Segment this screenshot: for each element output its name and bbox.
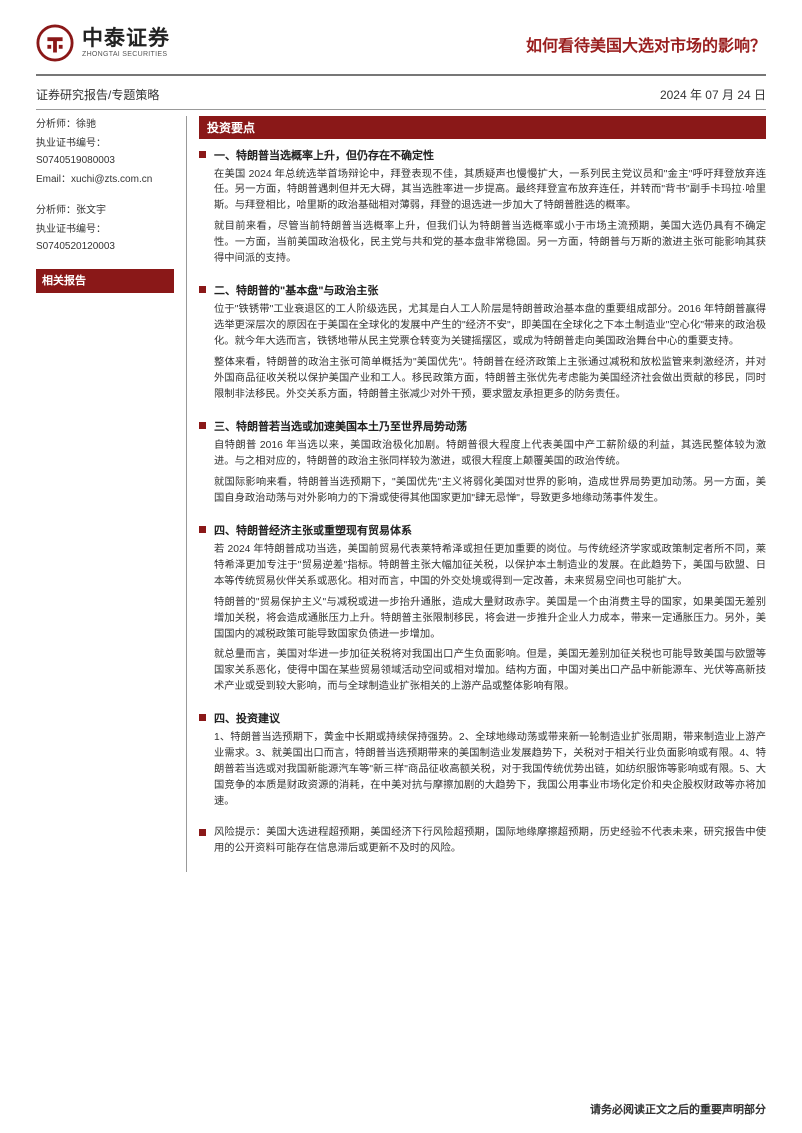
section-title: 三、特朗普若当选或加速美国本土乃至世界局势动荡 bbox=[214, 418, 766, 434]
left-column: 分析师：徐驰 执业证书编号：S0740519080003 Email：xuchi… bbox=[36, 116, 186, 873]
section-title: 一、特朗普当选概率上升，但仍存在不确定性 bbox=[214, 147, 766, 163]
bullet-icon bbox=[199, 286, 206, 293]
footer-disclaimer: 请务必阅读正文之后的重要声明部分 bbox=[590, 1101, 766, 1117]
section-body: 一、特朗普当选概率上升，但仍存在不确定性在美国 2024 年总统选举首场辩论中，… bbox=[214, 147, 766, 273]
section: 一、特朗普当选概率上升，但仍存在不确定性在美国 2024 年总统选举首场辩论中，… bbox=[199, 147, 766, 273]
section-body: 四、特朗普经济主张或重塑现有贸易体系若 2024 年特朗普成功当选，美国前贸易代… bbox=[214, 522, 766, 701]
section-title: 四、特朗普经济主张或重塑现有贸易体系 bbox=[214, 522, 766, 538]
paragraph: 就国际影响来看，特朗普当选预期下，"美国优先"主义将弱化美国对世界的影响，造成世… bbox=[214, 475, 766, 507]
analyst-name: 分析师：徐驰 bbox=[36, 116, 174, 133]
header-rule bbox=[36, 74, 766, 76]
analyst-cert: 执业证书编号：S0740520120003 bbox=[36, 221, 174, 255]
report-date: 2024 年 07 月 24 日 bbox=[660, 86, 766, 103]
investment-points-header: 投资要点 bbox=[199, 116, 766, 139]
analyst-name: 分析师：张文宇 bbox=[36, 202, 174, 219]
paragraph: 就总量而言，美国对华进一步加征关税将对我国出口产生负面影响。但是，美国无差别加征… bbox=[214, 647, 766, 695]
page-container: 中泰证券 ZHONGTAI SECURITIES 如何看待美国大选对市场的影响？… bbox=[0, 0, 802, 1133]
section: 二、特朗普的"基本盘"与政治主张位于"铁锈带"工业衰退区的工人阶级选民，尤其是白… bbox=[199, 282, 766, 408]
section-body: 三、特朗普若当选或加速美国本土乃至世界局势动荡自特朗普 2016 年当选以来，美… bbox=[214, 418, 766, 512]
section: 风险提示：美国大选进程超预期，美国经济下行风险超预期，国际地缘摩擦超预期，历史经… bbox=[199, 825, 766, 862]
report-category: 证券研究报告/专题策略 bbox=[36, 86, 159, 103]
section-title: 二、特朗普的"基本盘"与政治主张 bbox=[214, 282, 766, 298]
paragraph: 位于"铁锈带"工业衰退区的工人阶级选民，尤其是白人工人阶层是特朗普政治基本盘的重… bbox=[214, 302, 766, 350]
section-body: 二、特朗普的"基本盘"与政治主张位于"铁锈带"工业衰退区的工人阶级选民，尤其是白… bbox=[214, 282, 766, 408]
paragraph: 在美国 2024 年总统选举首场辩论中，拜登表现不佳，其质疑声也慢慢扩大，一系列… bbox=[214, 167, 766, 215]
paragraph: 就目前来看，尽管当前特朗普当选概率上升，但我们认为特朗普当选概率或小于市场主流预… bbox=[214, 219, 766, 267]
bullet-icon bbox=[199, 151, 206, 158]
logo-english: ZHONGTAI SECURITIES bbox=[82, 51, 170, 58]
subheader-row: 证券研究报告/专题策略 2024 年 07 月 24 日 bbox=[36, 82, 766, 109]
section-title: 四、投资建议 bbox=[214, 710, 766, 726]
right-column: 投资要点 一、特朗普当选概率上升，但仍存在不确定性在美国 2024 年总统选举首… bbox=[186, 116, 766, 873]
company-logo-icon bbox=[36, 24, 74, 62]
section-body: 四、投资建议 1、特朗普当选预期下，黄金中长期或持续保持强势。2、全球地缘动荡或带… bbox=[214, 710, 766, 815]
bullet-icon bbox=[199, 526, 206, 533]
logo-text-block: 中泰证券 ZHONGTAI SECURITIES bbox=[82, 28, 170, 58]
section: 三、特朗普若当选或加速美国本土乃至世界局势动荡自特朗普 2016 年当选以来，美… bbox=[199, 418, 766, 512]
paragraph: 整体来看，特朗普的政治主张可简单概括为"美国优先"。特朗普在经济政策上主张通过减… bbox=[214, 355, 766, 403]
bullet-icon bbox=[199, 829, 206, 836]
analyst-cert: 执业证书编号：S0740519080003 bbox=[36, 135, 174, 169]
report-title: 如何看待美国大选对市场的影响？ bbox=[526, 32, 766, 56]
section: 四、投资建议 1、特朗普当选预期下，黄金中长期或持续保持强势。2、全球地缘动荡或带… bbox=[199, 710, 766, 815]
sections-container: 一、特朗普当选概率上升，但仍存在不确定性在美国 2024 年总统选举首场辩论中，… bbox=[199, 147, 766, 863]
bullet-icon bbox=[199, 714, 206, 721]
analyst-block-2: 分析师：张文宇 执业证书编号：S0740520120003 bbox=[36, 202, 174, 255]
paragraph: 自特朗普 2016 年当选以来，美国政治极化加剧。特朗普很大程度上代表美国中产工… bbox=[214, 438, 766, 470]
analyst-email: Email：xuchi@zts.com.cn bbox=[36, 171, 174, 188]
section: 四、特朗普经济主张或重塑现有贸易体系若 2024 年特朗普成功当选，美国前贸易代… bbox=[199, 522, 766, 701]
related-reports-header: 相关报告 bbox=[36, 269, 174, 294]
section-body: 风险提示：美国大选进程超预期，美国经济下行风险超预期，国际地缘摩擦超预期，历史经… bbox=[214, 825, 766, 862]
subheader-rule bbox=[36, 109, 766, 110]
paragraph: 特朗普的"贸易保护主义"与减税或进一步抬升通胀，造成大量财政赤字。美国是一个由消… bbox=[214, 595, 766, 643]
bullet-icon bbox=[199, 422, 206, 429]
header-row: 中泰证券 ZHONGTAI SECURITIES 如何看待美国大选对市场的影响？ bbox=[36, 24, 766, 62]
columns-container: 分析师：徐驰 执业证书编号：S0740519080003 Email：xuchi… bbox=[36, 116, 766, 873]
paragraph: 风险提示：美国大选进程超预期，美国经济下行风险超预期，国际地缘摩擦超预期，历史经… bbox=[214, 825, 766, 857]
analyst-block-1: 分析师：徐驰 执业证书编号：S0740519080003 Email：xuchi… bbox=[36, 116, 174, 188]
paragraph: 若 2024 年特朗普成功当选，美国前贸易代表莱特希泽或担任更加重要的岗位。与传… bbox=[214, 542, 766, 590]
logo-chinese: 中泰证券 bbox=[82, 28, 170, 49]
logo-block: 中泰证券 ZHONGTAI SECURITIES bbox=[36, 24, 170, 62]
paragraph: 1、特朗普当选预期下，黄金中长期或持续保持强势。2、全球地缘动荡或带来新一轮制造… bbox=[214, 730, 766, 810]
